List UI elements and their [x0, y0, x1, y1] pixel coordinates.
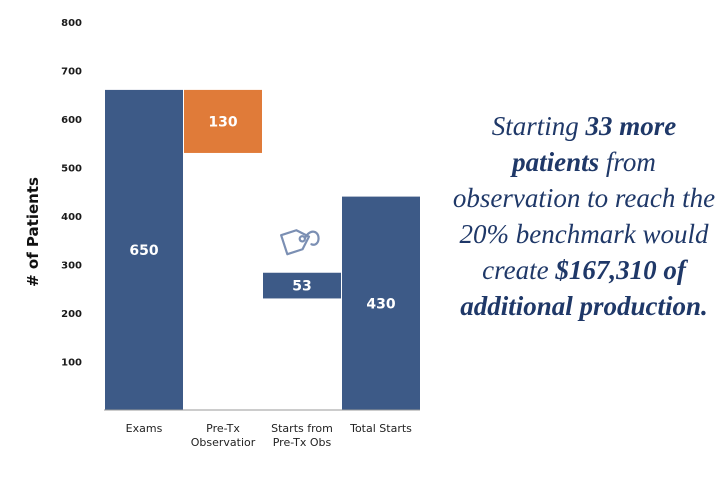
x-tick-label: Pre-Tx [206, 422, 240, 435]
y-tick-label: 700 [61, 67, 82, 78]
tag-icon [280, 229, 320, 256]
y-tick-label: 400 [61, 212, 82, 223]
x-tick-label: Starts from [271, 422, 333, 435]
x-tick-label: Total Starts [349, 422, 412, 435]
y-tick-label: 500 [61, 164, 82, 175]
callout-segment: Starting [491, 111, 586, 141]
y-tick-label: 300 [61, 261, 82, 272]
bar-2 [184, 89, 262, 153]
x-tick-label: Exams [126, 422, 163, 435]
y-tick-label: 600 [61, 115, 82, 126]
y-axis-label: # of Patients [24, 177, 42, 287]
bar-value-label: 650 [129, 243, 158, 259]
bar-value-label: 130 [208, 114, 237, 130]
y-axis-ticks: 100 200 300 400 500 600 700 800 [61, 18, 82, 369]
bar-value-label: 53 [292, 279, 311, 295]
callout-text: Starting 33 more patients from observati… [452, 108, 716, 324]
callout-highlight: $167,310 of additional production. [460, 255, 708, 321]
bar-1 [105, 89, 183, 411]
bar-value-label: 430 [366, 296, 395, 312]
chart-bars: 650 130 53 430 [105, 89, 420, 411]
x-tick-label: Pre-Tx Obs [273, 436, 332, 449]
y-tick-label: 800 [61, 18, 82, 29]
bar-4 [342, 196, 420, 410]
waterfall-chart: 100 200 300 400 500 600 700 800 # of Patients 6… [24, 18, 420, 449]
callout-highlight: 33 more patients [512, 111, 677, 177]
y-tick-label: 100 [61, 358, 82, 369]
y-tick-label: 200 [61, 309, 82, 320]
x-tick-label: Observatior [191, 436, 256, 449]
callout-segment: from observation to reach the 20% benchm… [452, 147, 716, 285]
bar-3 [263, 272, 341, 299]
